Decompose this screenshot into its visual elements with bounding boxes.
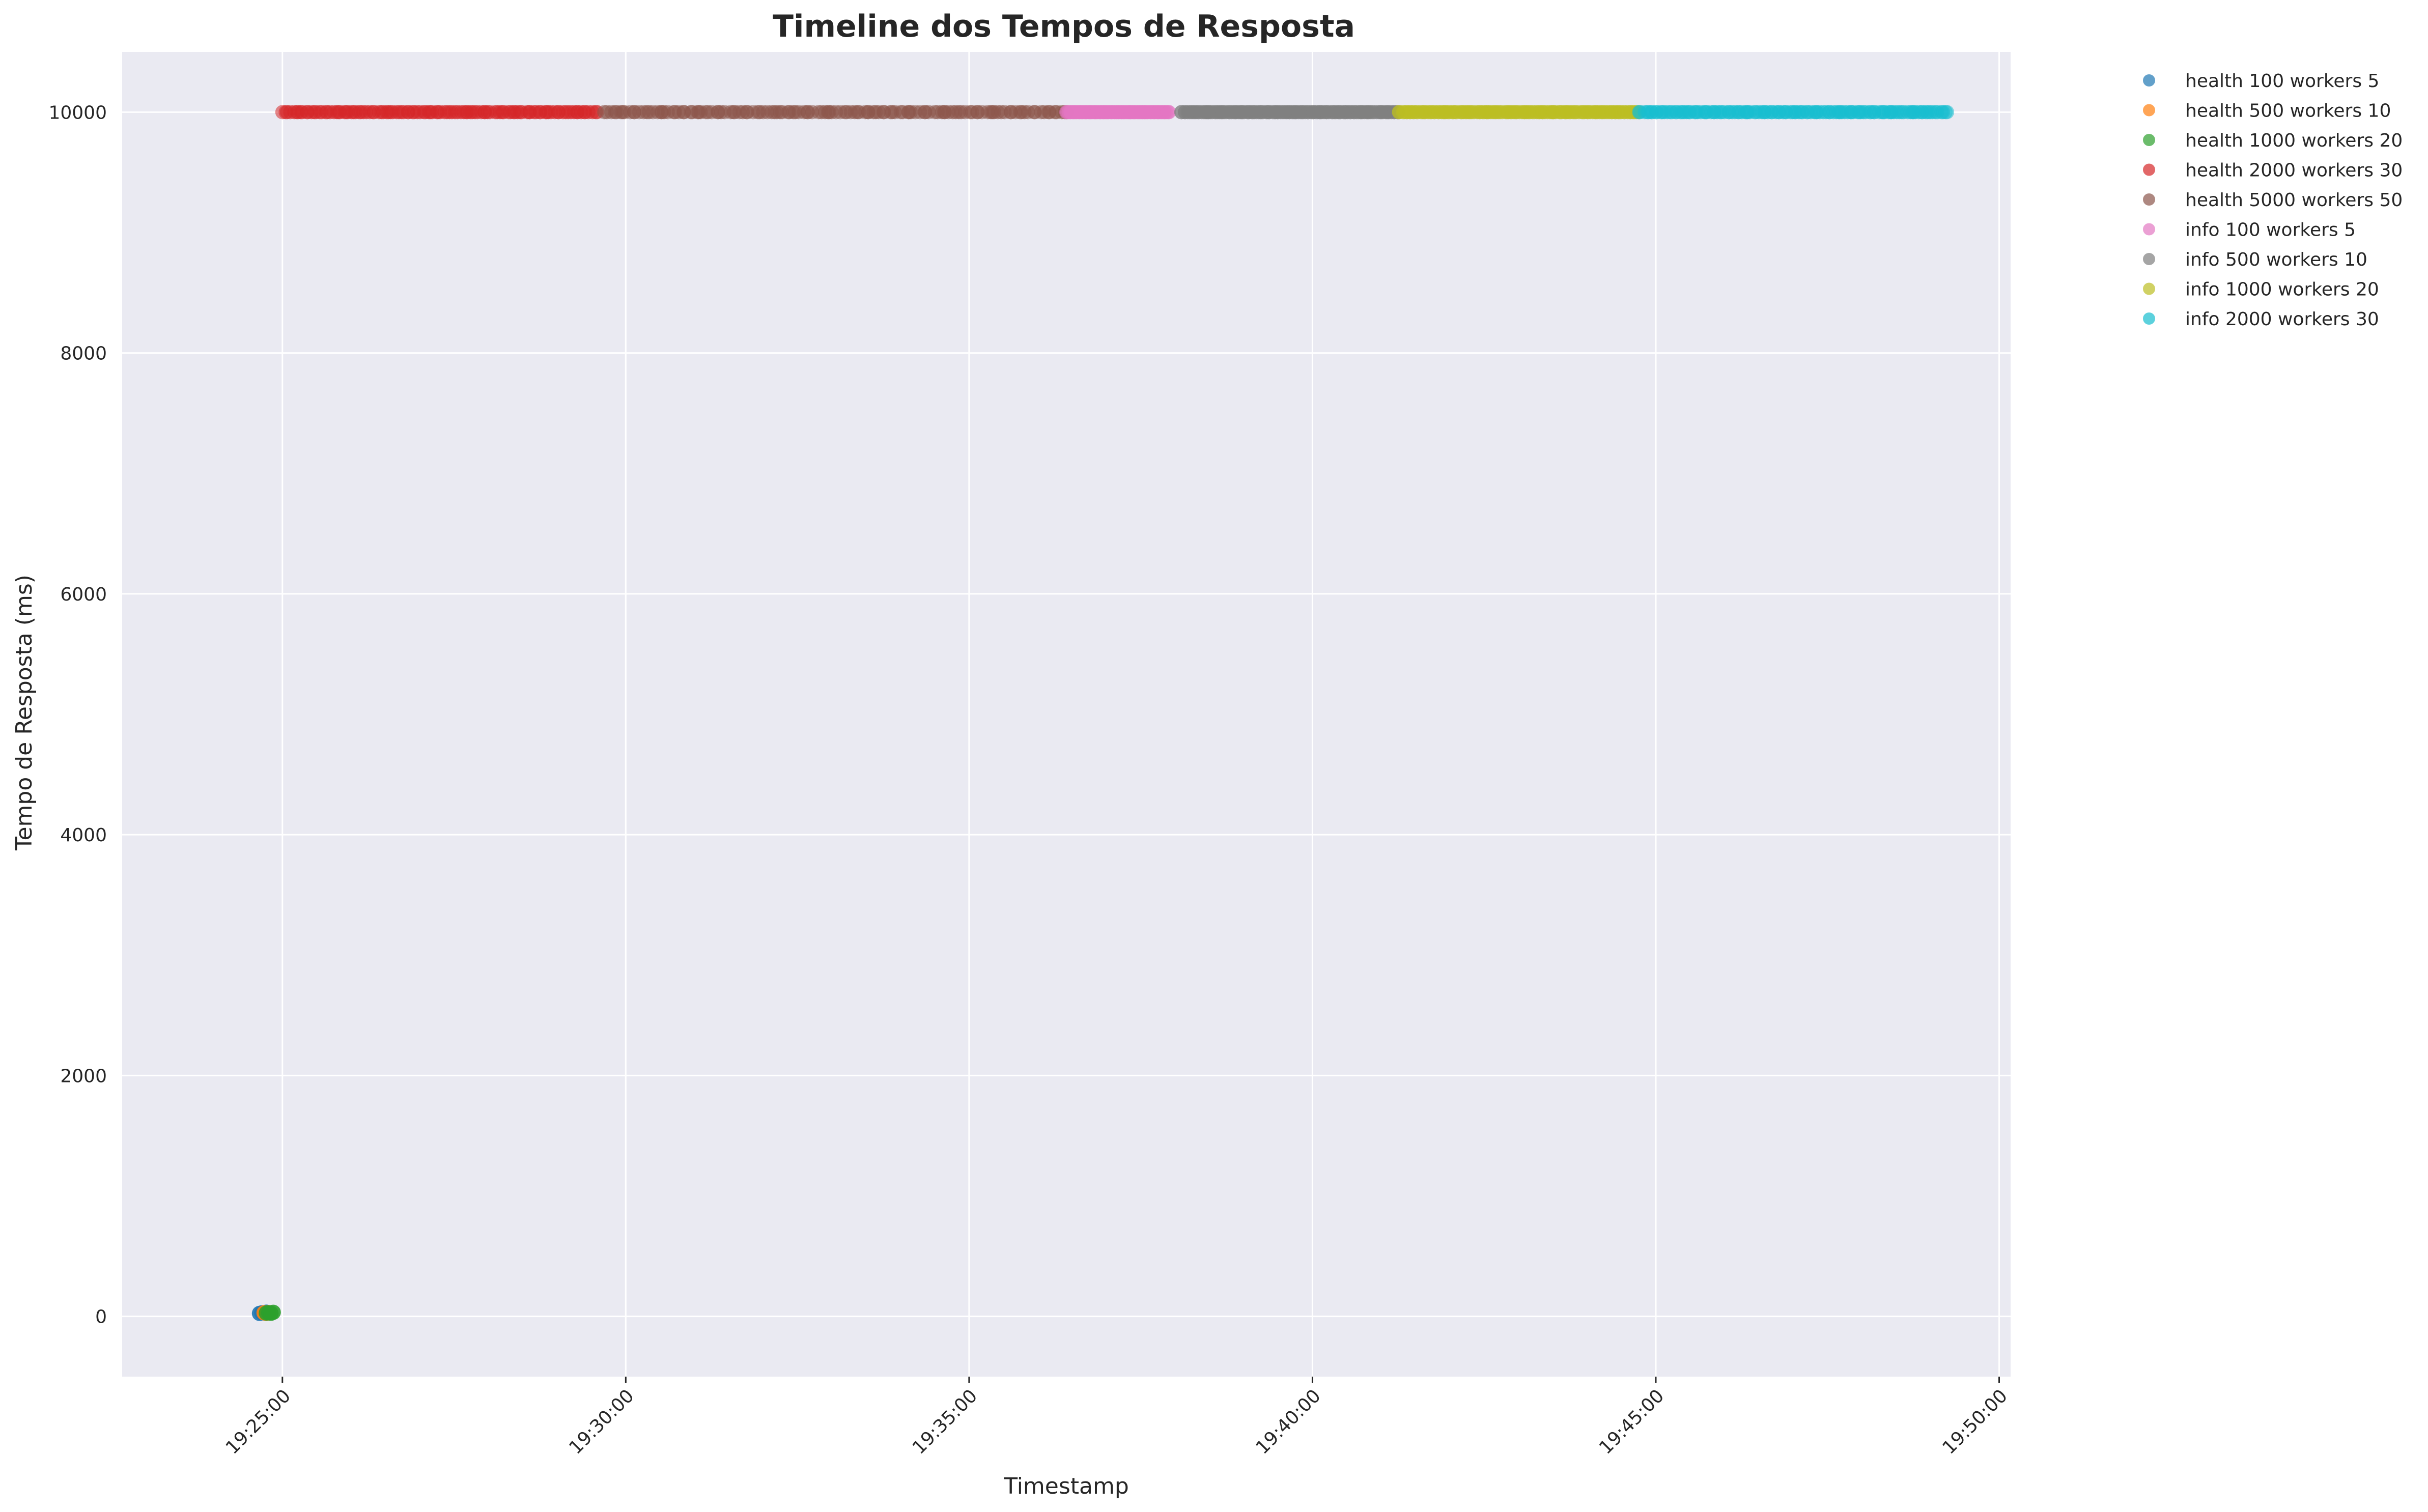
legend-label: health 100 workers 5 bbox=[2185, 71, 2379, 92]
x-tick-label: 19:25:00 bbox=[222, 1385, 295, 1458]
legend-marker bbox=[2143, 163, 2155, 176]
legend-marker bbox=[2143, 312, 2155, 325]
y-tick-label: 4000 bbox=[60, 825, 107, 846]
legend-marker bbox=[2143, 282, 2155, 295]
legend-marker bbox=[2143, 253, 2155, 265]
legend-label: health 2000 workers 30 bbox=[2185, 160, 2403, 181]
x-axis-label: Timestamp bbox=[1003, 1473, 1129, 1499]
plot-area bbox=[122, 52, 2011, 1377]
series-4 bbox=[597, 105, 1074, 120]
x-tick-label: 19:30:00 bbox=[565, 1385, 638, 1458]
x-axis-ticks: 19:25:00 19:30:00 19:35:00 19:40:00 19:45:00… bbox=[222, 1377, 2012, 1459]
x-tick-label: 19:50:00 bbox=[1939, 1385, 2012, 1458]
legend-label: info 2000 workers 30 bbox=[2185, 309, 2379, 330]
legend-label: health 5000 workers 50 bbox=[2185, 190, 2403, 211]
y-tick-label: 0 bbox=[95, 1307, 107, 1328]
data-points bbox=[251, 105, 1955, 1321]
legend-label: health 1000 workers 20 bbox=[2185, 130, 2403, 151]
legend-label: info 500 workers 10 bbox=[2185, 249, 2367, 270]
series-7 bbox=[1392, 105, 1646, 120]
data-point bbox=[265, 1304, 281, 1320]
legend-marker bbox=[2143, 74, 2155, 87]
y-axis-ticks: 0 2000 4000 6000 8000 10000 bbox=[48, 102, 107, 1327]
data-point bbox=[1940, 105, 1955, 120]
x-tick-label: 19:45:00 bbox=[1595, 1385, 1668, 1458]
legend-marker bbox=[2143, 223, 2155, 236]
legend: health 100 workers 5 health 500 workers 1… bbox=[2143, 71, 2403, 330]
legend-marker bbox=[2143, 104, 2155, 117]
chart-title: Timeline dos Tempos de Resposta bbox=[773, 9, 1355, 44]
series-8 bbox=[1632, 105, 1955, 120]
series-2 bbox=[259, 1304, 281, 1321]
y-tick-label: 2000 bbox=[60, 1066, 107, 1087]
x-tick-label: 19:40:00 bbox=[1252, 1385, 1324, 1458]
x-tick-label: 19:35:00 bbox=[909, 1385, 981, 1458]
series-6 bbox=[1174, 105, 1405, 120]
y-tick-label: 6000 bbox=[60, 584, 107, 605]
y-tick-label: 10000 bbox=[48, 102, 107, 123]
legend-marker bbox=[2143, 193, 2155, 206]
legend-label: info 100 workers 5 bbox=[2185, 220, 2356, 241]
y-axis-label: Tempo de Resposta (ms) bbox=[11, 575, 37, 851]
series-5 bbox=[1059, 105, 1176, 120]
legend-marker bbox=[2143, 134, 2155, 146]
series-3 bbox=[275, 105, 605, 120]
y-tick-label: 8000 bbox=[60, 344, 107, 364]
legend-label: health 500 workers 10 bbox=[2185, 101, 2391, 122]
legend-label: info 1000 workers 20 bbox=[2185, 279, 2379, 300]
data-point bbox=[1162, 105, 1176, 120]
